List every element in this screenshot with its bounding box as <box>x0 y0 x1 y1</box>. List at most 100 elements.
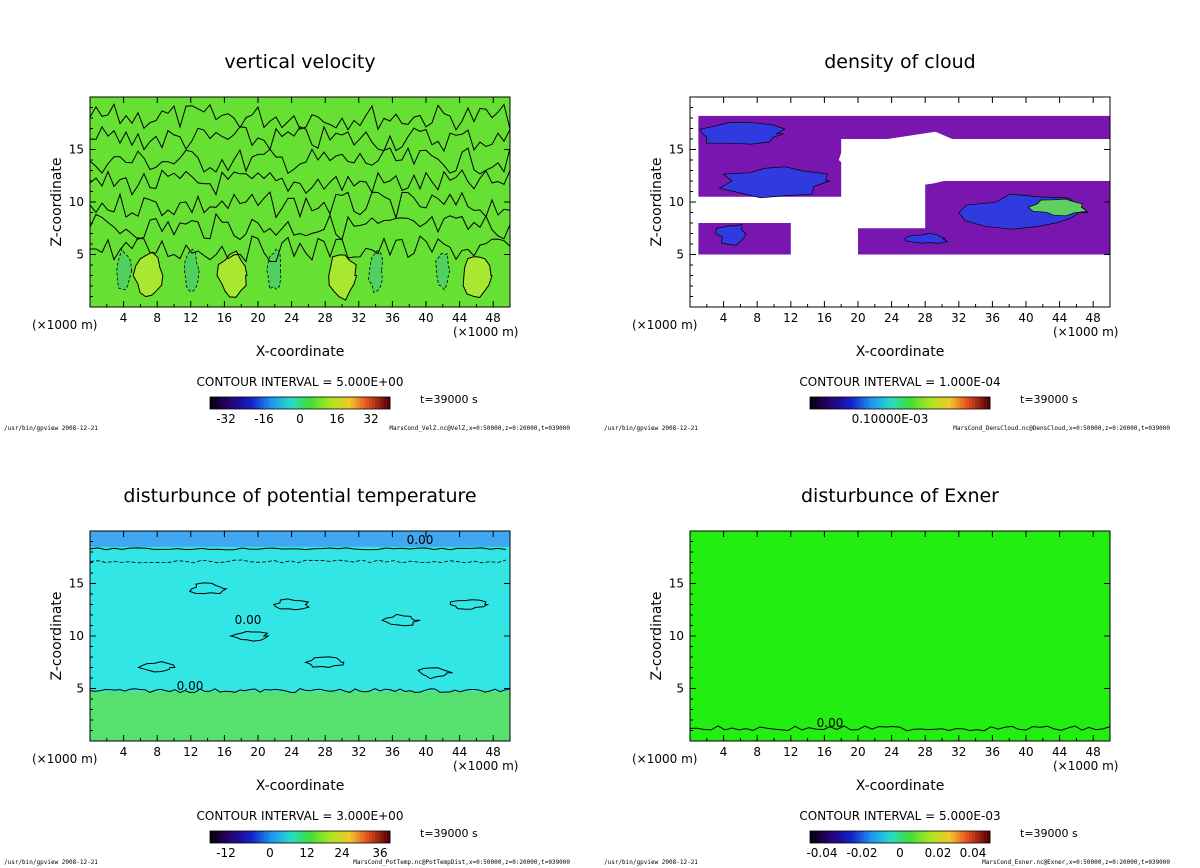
colorbar-cell <box>987 831 991 843</box>
colorbar-cell <box>837 397 841 409</box>
colorbar-cell <box>846 397 850 409</box>
time-label: t=39000 s <box>420 827 478 840</box>
colorbar-cell <box>813 831 817 843</box>
colorbar-cell <box>933 831 937 843</box>
contour-label: 0.00 <box>177 679 204 693</box>
colorbar-cell <box>900 397 904 409</box>
y-tick-label: 10 <box>69 195 84 209</box>
colorbar-cell <box>972 831 976 843</box>
updraft-contour <box>328 254 358 301</box>
contour-label: 0.00 <box>235 613 262 627</box>
colorbar-cell <box>948 831 952 843</box>
colorbar-cell <box>333 831 337 843</box>
colorbar-cell <box>954 397 958 409</box>
colorbar-cell <box>318 831 322 843</box>
footer-right: MarsCond_VelZ.nc@VelZ,x=0:50000,z=0:2000… <box>389 425 570 432</box>
colorbar-cell <box>978 397 982 409</box>
x-axis-label: X-coordinate <box>256 778 345 794</box>
x-tick-label: 36 <box>385 311 400 325</box>
field-layer <box>89 97 511 307</box>
colorbar <box>809 396 991 410</box>
colorbar-cell <box>336 397 340 409</box>
colorbar-cell <box>243 831 247 843</box>
x-tick-label: 8 <box>753 311 761 325</box>
colorbar-cell <box>348 397 352 409</box>
colorbar-cell <box>951 831 955 843</box>
colorbar-cell <box>975 831 979 843</box>
colorbar-cell <box>357 397 361 409</box>
cloud-core <box>1027 198 1088 217</box>
colorbar-cell <box>210 831 214 843</box>
colorbar-cell <box>321 397 325 409</box>
colorbar-cell <box>288 831 292 843</box>
x-tick-label: 12 <box>183 745 198 759</box>
x-unit-label-right: (×1000 m) <box>453 325 518 339</box>
colorbar-cell <box>354 831 358 843</box>
clear-gap <box>838 131 990 189</box>
chart-svg: disturbunce of potential temperature 0.00… <box>4 485 570 866</box>
x-tick-label: 40 <box>418 745 433 759</box>
colorbar-cell <box>834 397 838 409</box>
colorbar-cell <box>219 831 223 843</box>
colorbar-cell <box>912 831 916 843</box>
colorbar-cell <box>960 831 964 843</box>
contour-line <box>272 598 310 611</box>
colorbar-cell <box>246 397 250 409</box>
colorbar-tick-label: 36 <box>372 846 387 860</box>
colorbar-cell <box>924 831 928 843</box>
contour-interval: CONTOUR INTERVAL = 1.000E-04 <box>799 375 1000 389</box>
downdraft-contour <box>368 249 384 294</box>
colorbar-cell <box>270 397 274 409</box>
colorbar-cell <box>303 831 307 843</box>
colorbar-tick-label: 0 <box>296 412 304 426</box>
x-tick-label: 32 <box>951 311 966 325</box>
contour-line <box>89 169 511 196</box>
cloud-core <box>715 224 747 246</box>
contour-line <box>89 125 511 153</box>
contour-line <box>89 146 511 175</box>
colorbar-cell <box>231 831 235 843</box>
colorbar-cell <box>897 831 901 843</box>
colorbar-cell <box>861 831 865 843</box>
colorbar-cell <box>879 397 883 409</box>
x-tick-label: 12 <box>783 745 798 759</box>
colorbar-cell <box>984 397 988 409</box>
cloud-region <box>698 223 791 255</box>
colorbar-cell <box>915 397 919 409</box>
cloud-core <box>718 166 830 199</box>
colorbar-cell <box>273 397 277 409</box>
contour-label: 0.00 <box>817 716 844 730</box>
field-layer <box>690 97 1110 307</box>
y-tick-label: 5 <box>76 248 84 262</box>
colorbar-cell <box>225 831 229 843</box>
x-tick-label: 48 <box>1086 745 1101 759</box>
x-unit-label-left: (×1000 m) <box>32 318 97 332</box>
colorbar-cell <box>870 397 874 409</box>
colorbar-cell <box>987 397 991 409</box>
colorbar-cell <box>267 831 271 843</box>
colorbar-cell <box>942 831 946 843</box>
colorbar-cell <box>936 397 940 409</box>
colorbar-cell <box>240 397 244 409</box>
colorbar-cell <box>228 831 232 843</box>
footer-right: MarsCond_PotTemp.nc@PotTempDist,x=0:5000… <box>353 859 570 866</box>
colorbar-cell <box>339 397 343 409</box>
x-tick-label: 32 <box>351 311 366 325</box>
colorbar-cell <box>291 831 295 843</box>
x-tick-label: 44 <box>1052 745 1067 759</box>
colorbar-cell <box>234 397 238 409</box>
colorbar-cell <box>981 397 985 409</box>
colorbar-cell <box>282 831 286 843</box>
colorbar-cell <box>237 397 241 409</box>
x-tick-label: 16 <box>217 745 232 759</box>
colorbar-cell <box>315 397 319 409</box>
colorbar-cell <box>213 831 217 843</box>
colorbar-cell <box>321 831 325 843</box>
contour-line <box>89 547 507 551</box>
colorbar-cell <box>927 831 931 843</box>
colorbar-cell <box>288 397 292 409</box>
colorbar-tick-label: 0.10000E-03 <box>852 412 929 426</box>
colorbar-cell <box>831 831 835 843</box>
chart-panel: density of cloud 4 8 12 16 20 24 28 32 36 40 44 48 5 1… <box>600 0 1200 434</box>
contour-interval: CONTOUR INTERVAL = 5.000E+00 <box>197 375 404 389</box>
